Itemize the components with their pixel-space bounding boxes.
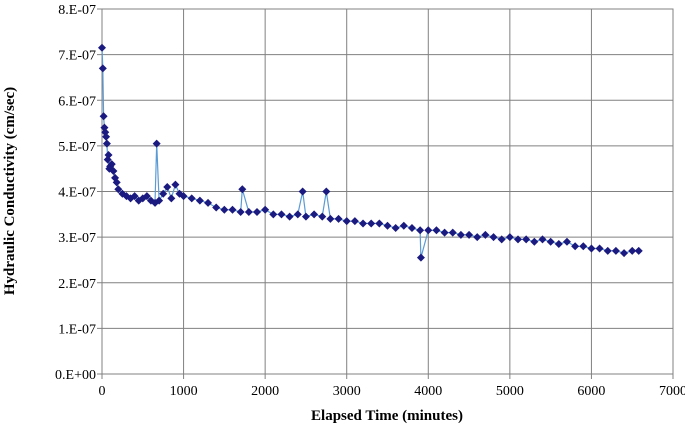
data-point [612, 247, 620, 255]
data-point [220, 206, 228, 214]
y-axis-ticks: 0.E+00 1.E-07 2.E-07 3.E-07 4.E-07 5.E-07 6.E-… [55, 3, 102, 383]
y-tick-label: 4.E-07 [58, 186, 96, 201]
data-point [229, 206, 237, 214]
data-point [506, 233, 514, 241]
data-point [326, 215, 334, 223]
data-point [100, 112, 108, 120]
x-tick-label: 1000 [170, 384, 198, 399]
data-point [384, 222, 392, 230]
data-point [490, 233, 498, 241]
data-point [392, 224, 400, 232]
data-point [335, 215, 343, 223]
data-point [294, 210, 302, 218]
y-tick-label: 5.E-07 [58, 140, 96, 155]
data-point [286, 213, 294, 221]
data-point [522, 235, 530, 243]
data-point [514, 235, 522, 243]
data-point [400, 222, 408, 230]
x-axis-title: Elapsed Time (minutes) [311, 408, 463, 424]
data-point [159, 190, 167, 198]
x-tick-label: 6000 [577, 384, 605, 399]
data-point [103, 140, 111, 148]
data-point [204, 199, 212, 207]
data-point [153, 140, 161, 148]
x-tick-label: 0 [99, 384, 106, 399]
data-point [351, 217, 359, 225]
data-point [322, 188, 330, 196]
x-tick-label: 5000 [496, 384, 524, 399]
data-point [163, 183, 171, 191]
data-point [261, 206, 269, 214]
y-tick-label: 2.E-07 [58, 277, 96, 292]
data-point [310, 210, 318, 218]
x-tick-label: 3000 [333, 384, 361, 399]
data-point [604, 247, 612, 255]
data-point [98, 44, 106, 52]
data-point [416, 226, 424, 234]
data-point [238, 185, 246, 193]
data-point [367, 219, 375, 227]
data-point [563, 238, 571, 246]
x-axis-ticks: 0 1000 2000 3000 4000 5000 6000 7000 [99, 374, 685, 399]
data-point [635, 247, 643, 255]
data-point [481, 231, 489, 239]
data-point [530, 238, 538, 246]
data-point [449, 229, 457, 237]
data-point [620, 249, 628, 257]
data-point [343, 217, 351, 225]
data-point [432, 226, 440, 234]
y-tick-label: 7.E-07 [58, 49, 96, 64]
data-point [167, 194, 175, 202]
data-point [547, 238, 555, 246]
data-point [571, 242, 579, 250]
data-point [538, 235, 546, 243]
data-point [465, 231, 473, 239]
y-tick-label: 6.E-07 [58, 94, 96, 109]
x-tick-label: 7000 [659, 384, 685, 399]
data-markers [98, 44, 643, 262]
data-point [318, 213, 326, 221]
data-point [237, 208, 245, 216]
y-tick-label: 0.E+00 [55, 368, 96, 383]
data-point [473, 233, 481, 241]
data-point [277, 210, 285, 218]
data-point [555, 240, 563, 248]
y-axis-title: Hydraulic Conductivity (cm/sec) [2, 87, 18, 295]
data-point [245, 208, 253, 216]
data-point [196, 197, 204, 205]
data-point [417, 254, 425, 262]
gridlines [102, 9, 673, 374]
data-point [99, 64, 107, 72]
data-point [375, 219, 383, 227]
data-point [408, 224, 416, 232]
data-point [188, 194, 196, 202]
data-point [424, 226, 432, 234]
y-tick-label: 1.E-07 [58, 322, 96, 337]
data-point [498, 235, 506, 243]
data-point [253, 208, 261, 216]
data-point [359, 219, 367, 227]
data-point [171, 181, 179, 189]
data-point [596, 245, 604, 253]
data-point [302, 213, 310, 221]
data-point [587, 245, 595, 253]
x-tick-label: 4000 [414, 384, 442, 399]
y-tick-label: 8.E-07 [58, 3, 96, 18]
data-point [579, 242, 587, 250]
data-point [299, 188, 307, 196]
data-point [212, 203, 220, 211]
y-tick-label: 3.E-07 [58, 231, 96, 246]
x-tick-label: 2000 [251, 384, 279, 399]
data-point [269, 210, 277, 218]
data-point [457, 231, 465, 239]
data-point [441, 229, 449, 237]
